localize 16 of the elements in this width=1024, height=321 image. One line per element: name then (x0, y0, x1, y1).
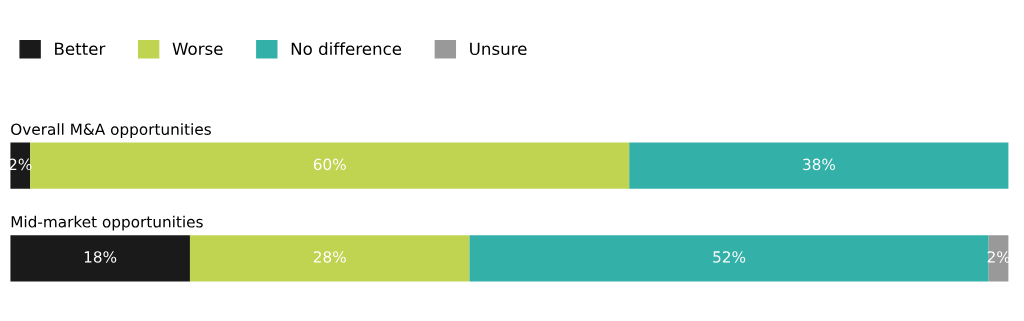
data-label: 28% (313, 251, 346, 263)
legend-label: Unsure (470, 42, 527, 56)
y-tick-label: Mid-market opportunities (11, 215, 203, 231)
data-label: 18% (84, 251, 117, 263)
bar (10, 235, 190, 282)
bar (189, 235, 470, 282)
data-label: 60% (313, 158, 346, 171)
bar (30, 142, 630, 189)
data-label: 38% (803, 158, 836, 171)
bar (469, 235, 989, 282)
legend-label: Worse (172, 42, 223, 56)
data-label: 52% (713, 251, 746, 263)
bar (629, 142, 1009, 189)
legend-label: No difference (291, 42, 402, 56)
y-tick-label: Overall M&A opportunities (11, 123, 211, 138)
legend-label: Better (55, 42, 106, 56)
